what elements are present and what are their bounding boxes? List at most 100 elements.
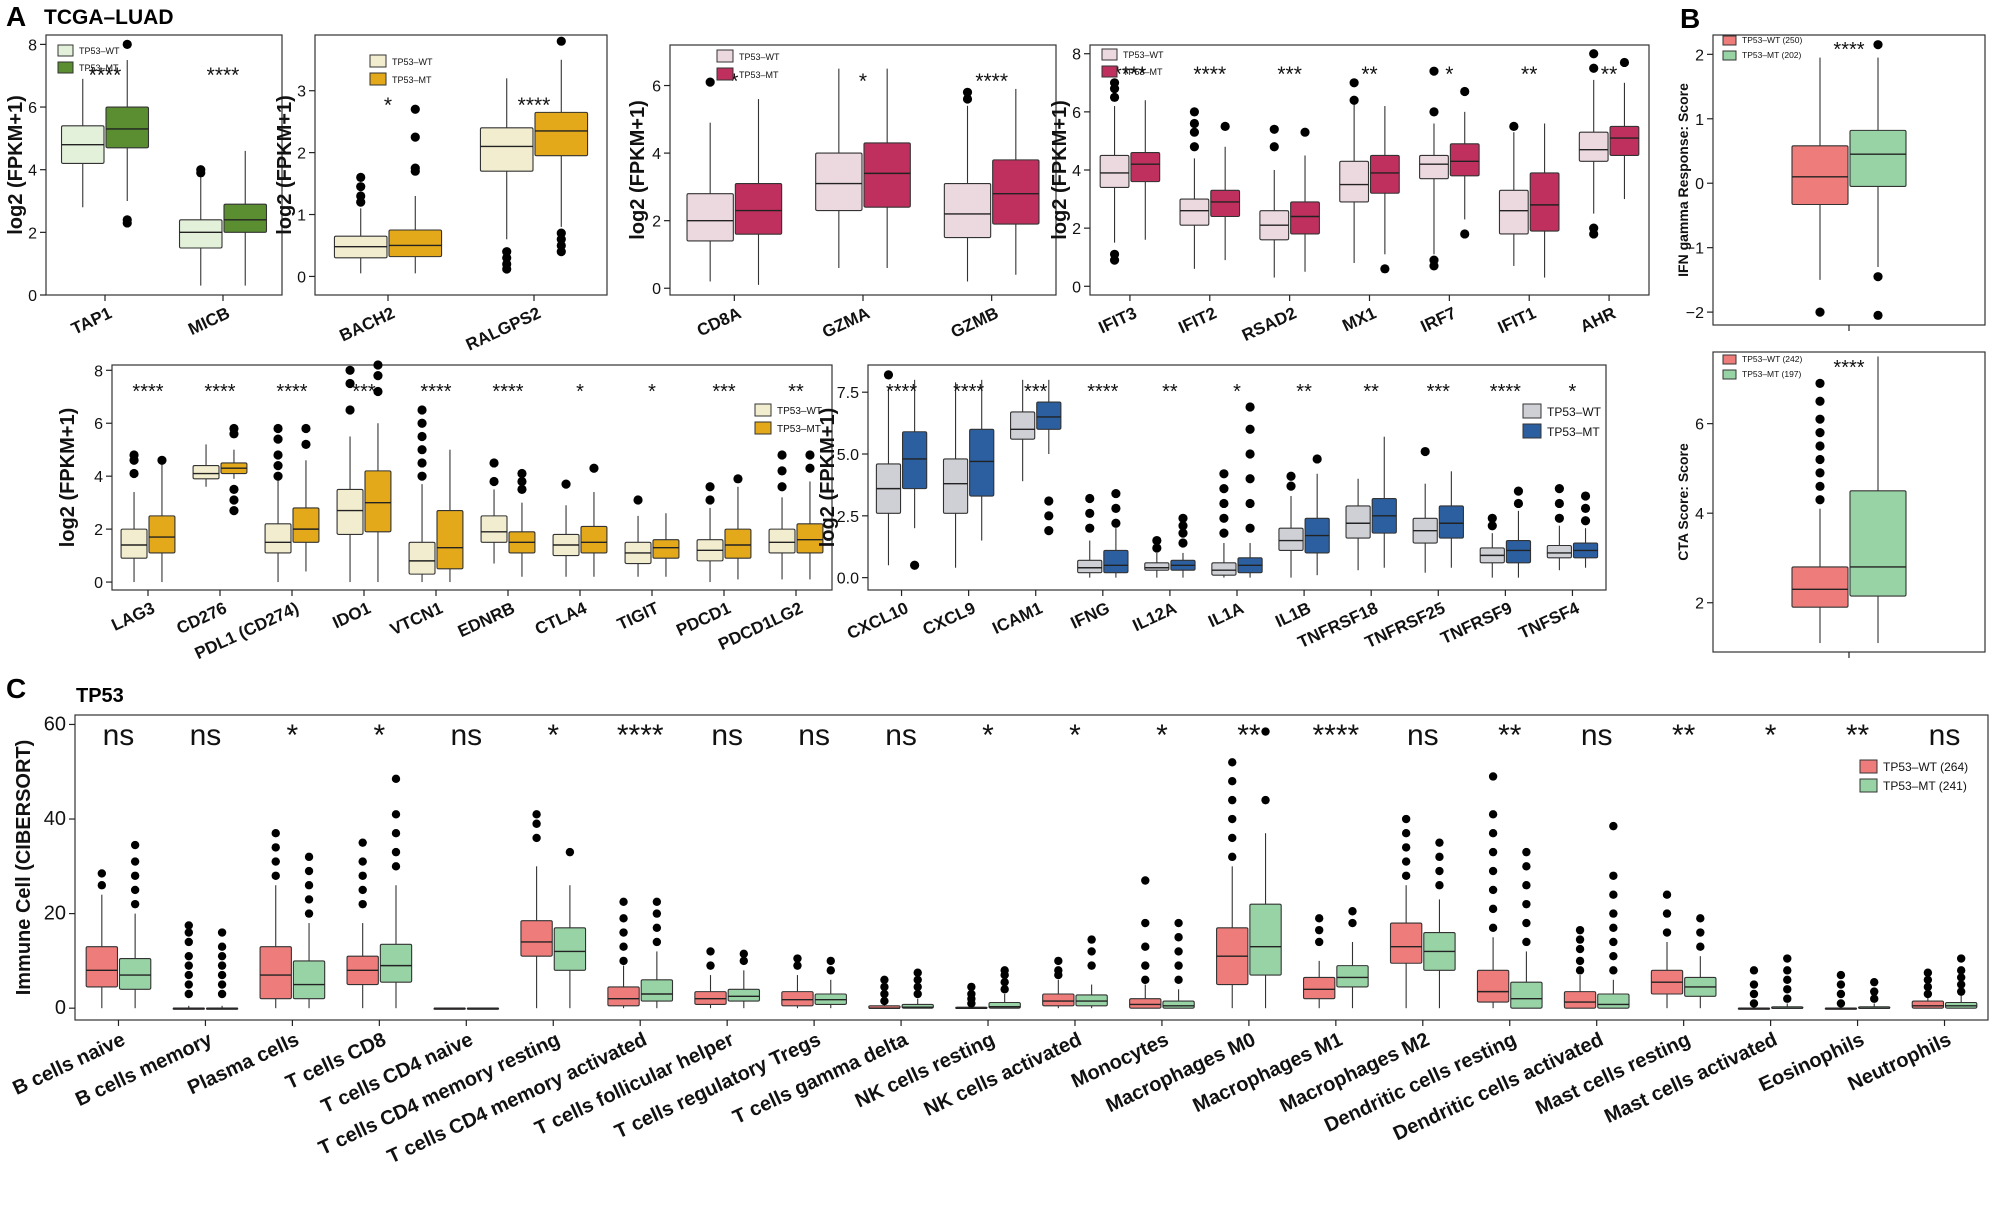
- significance-label: **: [1361, 63, 1377, 86]
- outlier-point: [777, 450, 787, 460]
- outlier-point: [217, 928, 227, 937]
- outlier-point: [1815, 427, 1825, 438]
- significance-label: *: [982, 719, 994, 752]
- outlier-point: [157, 455, 167, 465]
- outlier-point: [1228, 852, 1237, 862]
- panel-label-a: A: [6, 1, 26, 32]
- y-tick-label: 8: [28, 37, 37, 54]
- plot-frame: [1089, 44, 1650, 296]
- outlier-point: [196, 165, 206, 175]
- significance-label: ****: [89, 64, 122, 87]
- outlier-point: [1696, 942, 1705, 951]
- outlier-point: [410, 104, 420, 114]
- y-tick-label: 0.0: [837, 571, 859, 588]
- y-tick-label: 8: [94, 363, 103, 380]
- x-tick-label: TNFSF4: [1516, 598, 1583, 643]
- legend-swatch: [369, 54, 387, 68]
- legend-label: TP53–WT: [1547, 405, 1602, 419]
- outlier-point: [1228, 777, 1237, 786]
- plot-frame: [669, 44, 1057, 296]
- outlier-point: [1815, 441, 1825, 451]
- box-mt: [292, 507, 320, 543]
- outlier-point: [1219, 528, 1229, 538]
- outlier-point: [417, 418, 427, 428]
- y-tick-label: 4: [1695, 506, 1704, 523]
- outlier-point: [1956, 954, 1966, 963]
- outlier-point: [1589, 63, 1599, 73]
- x-tick-label: IFIT2: [1175, 303, 1219, 337]
- significance-label: **: [1601, 63, 1617, 86]
- box-mt: [1597, 993, 1630, 1009]
- box-mt: [1438, 505, 1464, 539]
- y-tick-label: −1: [1686, 241, 1704, 258]
- significance-label: ***: [352, 381, 376, 403]
- box-wt: [1911, 1000, 1945, 1009]
- significance-label: ****: [204, 381, 235, 403]
- outlier-point: [1141, 918, 1150, 928]
- outlier-point: [1509, 121, 1519, 131]
- box-mt: [992, 159, 1040, 225]
- panel-label-c: C: [6, 673, 26, 704]
- y-tick-label: 0: [28, 288, 37, 305]
- outlier-point: [913, 975, 922, 985]
- box-mt: [580, 525, 608, 554]
- outlier-point: [1662, 928, 1672, 937]
- x-tick-label: NK cells activated: [921, 1029, 1085, 1121]
- outlier-point: [1429, 107, 1439, 117]
- outlier-point: [217, 970, 227, 980]
- outlier-point: [229, 505, 239, 516]
- outlier-point: [184, 951, 193, 961]
- outlier-point: [1189, 142, 1200, 152]
- outlier-point: [184, 989, 193, 999]
- outlier-point: [1085, 523, 1095, 533]
- outlier-point: [1870, 977, 1879, 987]
- box-mt: [1290, 201, 1320, 235]
- outlier-point: [129, 450, 139, 460]
- outlier-point: [97, 881, 107, 890]
- y-tick-label: 3: [297, 84, 306, 101]
- outlier-point: [1174, 961, 1183, 970]
- outlier-point: [880, 982, 889, 992]
- outlier-point: [271, 843, 280, 852]
- outlier-point: [652, 909, 662, 918]
- y-tick-label: 2: [297, 146, 306, 163]
- box-mt: [734, 182, 783, 235]
- outlier-point: [1836, 999, 1846, 1008]
- y-tick-label: 60: [44, 713, 66, 735]
- y-tick-label: 0: [94, 575, 103, 592]
- outlier-point: [1044, 496, 1054, 506]
- box-wt: [1042, 993, 1075, 1007]
- outlier-point: [1783, 985, 1792, 994]
- outlier-point: [1589, 49, 1599, 59]
- outlier-point: [1873, 310, 1883, 320]
- outlier-point: [805, 450, 815, 460]
- box-wt: [1129, 998, 1162, 1009]
- outlier-point: [1488, 829, 1498, 838]
- legend-swatch: [1522, 423, 1542, 439]
- outlier-point: [1783, 975, 1792, 985]
- outlier-point: [1488, 772, 1498, 781]
- significance-label: ****: [207, 64, 240, 87]
- x-tick-label: TNFRSF9: [1438, 598, 1515, 648]
- legend-label: TP53–MT: [1123, 67, 1163, 77]
- outlier-point: [706, 947, 715, 956]
- outlier-point: [229, 484, 239, 495]
- outlier-point: [229, 495, 239, 505]
- outlier-point: [805, 463, 815, 473]
- outlier-point: [1435, 881, 1444, 890]
- legend-swatch: [1722, 50, 1737, 61]
- x-tick-label: CXCL10: [844, 598, 911, 643]
- x-tick-label: IFIT1: [1495, 303, 1539, 337]
- y-tick-label: 0: [1695, 176, 1704, 193]
- y-tick-label: 1: [297, 208, 306, 225]
- outlier-point: [1873, 40, 1883, 50]
- box-mt: [379, 943, 413, 983]
- x-tick-label: AHR: [1577, 303, 1618, 336]
- box-wt: [1302, 976, 1336, 1000]
- outlier-point: [129, 468, 139, 479]
- legend-label: TP53–MT: [777, 424, 821, 435]
